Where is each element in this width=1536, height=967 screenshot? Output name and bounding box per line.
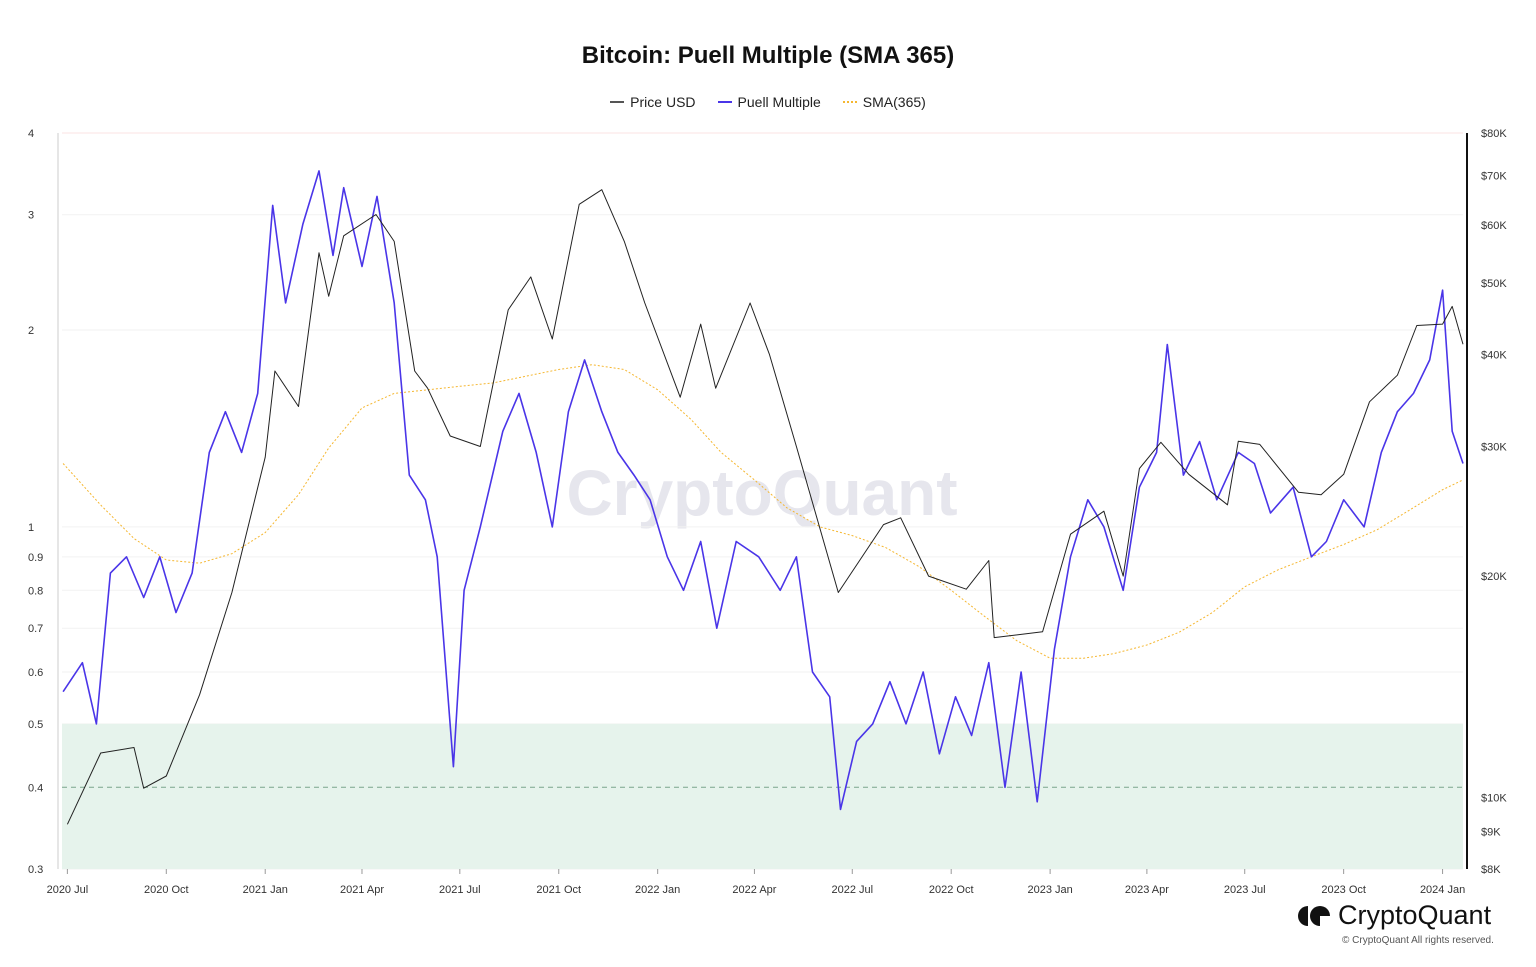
sma-365-line xyxy=(62,364,1464,659)
legend-label-puell: Puell Multiple xyxy=(737,94,821,110)
y-left-tick-label: 0.8 xyxy=(28,585,43,597)
y-right-tick-label: $80K xyxy=(1481,128,1507,140)
cryptoquant-logo: CryptoQuant xyxy=(1298,900,1491,931)
y-left-tick-label: 0.4 xyxy=(28,782,43,794)
legend-swatch-price xyxy=(610,101,625,103)
x-tick-label: 2022 Oct xyxy=(929,884,974,896)
x-tick-label: 2021 Apr xyxy=(340,884,384,896)
x-tick-label: 2020 Oct xyxy=(144,884,189,896)
y-left-tick-label: 1 xyxy=(28,522,34,534)
y-right-tick-label: $30K xyxy=(1481,442,1507,454)
legend-label-price: Price USD xyxy=(630,94,696,110)
x-tick-label: 2023 Oct xyxy=(1321,884,1366,896)
legend: Price USD Puell Multiple SMA(365) xyxy=(0,94,1536,110)
y-right-tick-label: $10K xyxy=(1481,793,1507,805)
legend-swatch-sma xyxy=(842,101,857,103)
y-left-tick-label: 0.5 xyxy=(28,719,43,731)
low-zone-band xyxy=(62,723,1463,869)
y-left-tick-label: 0.3 xyxy=(28,864,43,876)
y-right-tick-label: $40K xyxy=(1481,350,1507,362)
puell-multiple-line xyxy=(62,170,1464,811)
y-left-tick-label: 2 xyxy=(28,325,34,337)
copyright: © CryptoQuant All rights reserved. xyxy=(1342,935,1494,946)
x-tick-label: 2022 Apr xyxy=(732,884,776,896)
x-tick-label: 2023 Apr xyxy=(1125,884,1169,896)
watermark: CryptoQuant xyxy=(566,457,957,529)
y-left-tick-label: 4 xyxy=(28,128,34,140)
y-right-tick-label: $8K xyxy=(1481,864,1501,876)
x-tick-label: 2022 Jan xyxy=(635,884,680,896)
y-right-tick-label: $70K xyxy=(1481,171,1507,183)
x-tick-label: 2020 Jul xyxy=(47,884,89,896)
x-tick-label: 2023 Jul xyxy=(1224,884,1266,896)
x-tick-label: 2024 Jan xyxy=(1420,884,1465,896)
y-left-tick-label: 0.6 xyxy=(28,667,43,679)
x-tick-label: 2021 Jan xyxy=(243,884,288,896)
legend-item-sma[interactable]: SMA(365) xyxy=(842,94,926,110)
y-right-tick-label: $50K xyxy=(1481,278,1507,290)
x-tick-label: 2021 Oct xyxy=(536,884,581,896)
y-right-tick-label: $60K xyxy=(1481,220,1507,232)
y-right-tick-label: $20K xyxy=(1481,571,1507,583)
legend-swatch-puell xyxy=(717,101,732,103)
cryptoquant-logo-icon xyxy=(1298,905,1330,926)
x-tick-label: 2023 Jan xyxy=(1027,884,1072,896)
y-left-tick-label: 0.9 xyxy=(28,552,43,564)
y-left-tick-label: 3 xyxy=(28,210,34,222)
legend-item-puell[interactable]: Puell Multiple xyxy=(717,94,821,110)
legend-label-sma: SMA(365) xyxy=(862,94,926,110)
y-left-tick-label: 0.7 xyxy=(28,623,43,635)
logo-text: CryptoQuant xyxy=(1338,900,1492,930)
price-usd-line xyxy=(66,189,1464,825)
x-tick-label: 2021 Jul xyxy=(439,884,481,896)
x-tick-label: 2022 Jul xyxy=(831,884,873,896)
chart-title: Bitcoin: Puell Multiple (SMA 365) xyxy=(581,42,955,69)
legend-item-price[interactable]: Price USD xyxy=(610,94,696,110)
y-right-tick-label: $9K xyxy=(1481,826,1501,838)
